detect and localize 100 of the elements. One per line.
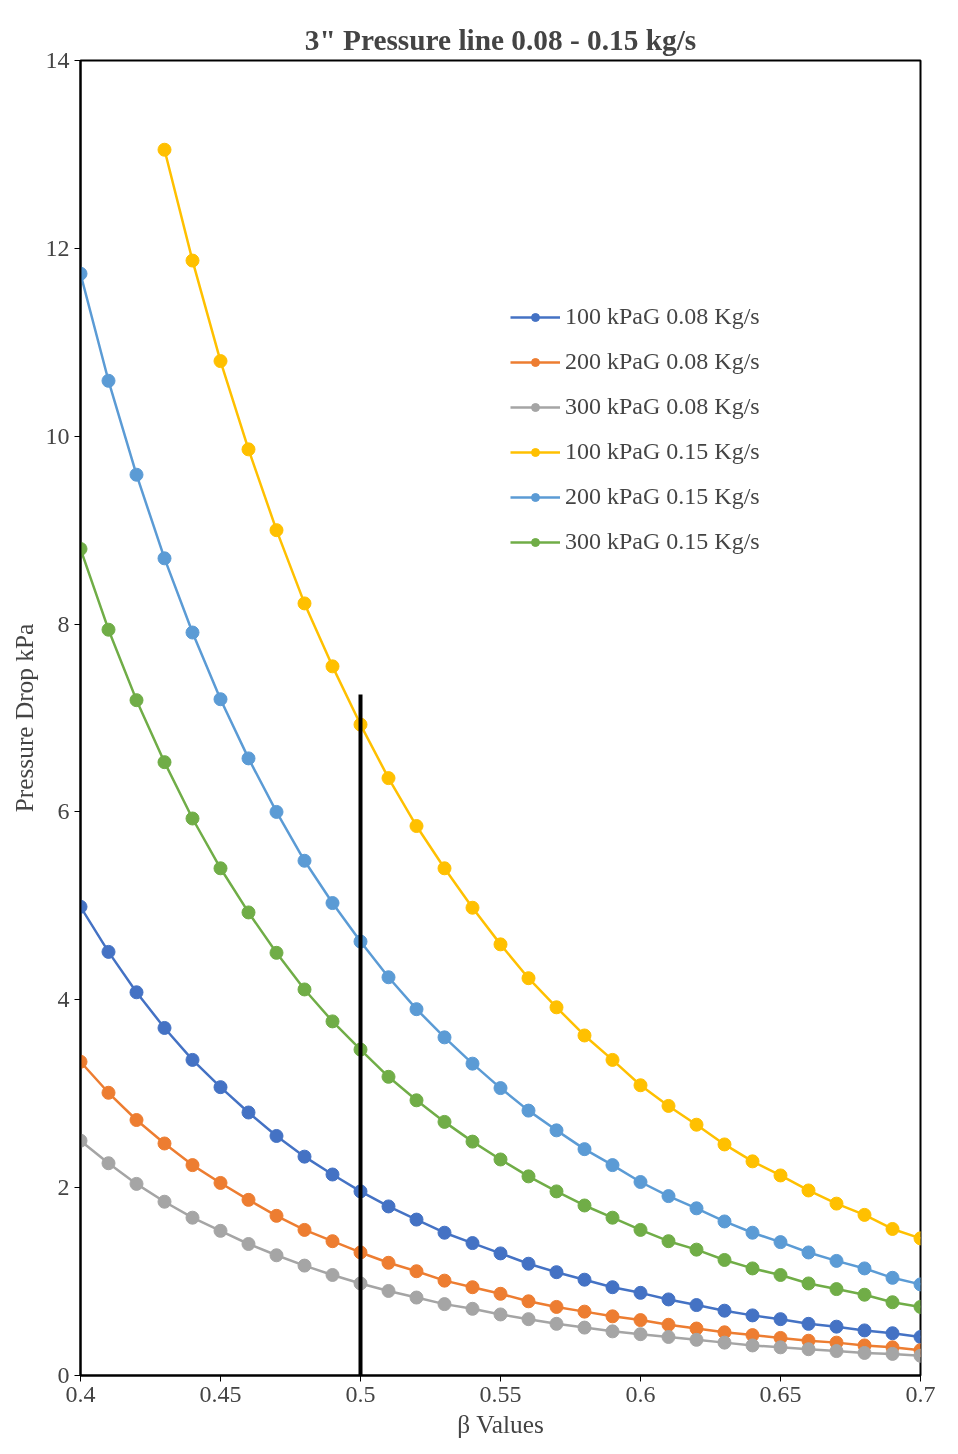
point xyxy=(129,693,144,708)
y-tick-label: 4 xyxy=(57,986,70,1013)
point xyxy=(437,1297,452,1312)
point xyxy=(213,861,228,876)
point xyxy=(689,1332,704,1347)
point xyxy=(773,1235,788,1250)
point xyxy=(465,1280,480,1295)
point xyxy=(269,945,284,960)
point xyxy=(297,1149,312,1164)
point xyxy=(689,1117,704,1132)
point xyxy=(185,1210,200,1225)
point xyxy=(437,1225,452,1240)
point xyxy=(297,1258,312,1273)
point xyxy=(857,1287,872,1302)
point xyxy=(661,1098,676,1113)
point xyxy=(465,1134,480,1149)
point xyxy=(801,1183,816,1198)
point xyxy=(185,1158,200,1173)
legend-label: 100 kPaG 0.08 Kg/s xyxy=(565,303,760,330)
point xyxy=(605,1052,620,1067)
point xyxy=(465,1236,480,1251)
point xyxy=(213,1223,228,1238)
point xyxy=(521,1294,536,1309)
point xyxy=(493,1152,508,1167)
point xyxy=(213,354,228,369)
legend-label: 300 kPaG 0.15 Kg/s xyxy=(565,528,760,555)
point xyxy=(297,596,312,611)
x-tick-label: 0.7 xyxy=(905,1380,936,1407)
point xyxy=(465,1056,480,1071)
point xyxy=(829,1344,844,1359)
point xyxy=(157,1136,172,1151)
point xyxy=(129,467,144,482)
point xyxy=(241,751,256,766)
y-tick-label: 6 xyxy=(57,798,70,825)
point xyxy=(633,1327,648,1342)
point xyxy=(325,896,340,911)
point xyxy=(661,1189,676,1204)
point xyxy=(325,1014,340,1029)
point xyxy=(745,1154,760,1169)
point xyxy=(633,1078,648,1093)
point xyxy=(717,1137,732,1152)
point xyxy=(101,373,116,388)
point xyxy=(241,442,256,457)
point xyxy=(605,1280,620,1295)
point xyxy=(885,1270,900,1285)
point xyxy=(885,1326,900,1341)
point xyxy=(745,1338,760,1353)
point xyxy=(129,1113,144,1127)
point xyxy=(157,1194,172,1209)
point xyxy=(465,900,480,915)
point xyxy=(325,659,340,674)
point xyxy=(689,1298,704,1313)
point xyxy=(185,811,200,826)
point xyxy=(549,1316,564,1331)
y-tick-label: 0 xyxy=(57,1362,70,1388)
point xyxy=(437,1030,452,1045)
point xyxy=(409,1002,424,1017)
point xyxy=(801,1342,816,1357)
point xyxy=(829,1319,844,1334)
point xyxy=(269,1129,284,1143)
point xyxy=(605,1324,620,1339)
legend-label: 100 kPaG 0.15 Kg/s xyxy=(565,438,760,465)
point xyxy=(129,985,144,1000)
chart-title: 3" Pressure line 0.08 - 0.15 kg/s xyxy=(304,23,697,56)
point xyxy=(773,1312,788,1327)
point xyxy=(689,1242,704,1257)
point xyxy=(493,937,508,952)
point xyxy=(269,1248,284,1263)
point xyxy=(745,1225,760,1240)
point xyxy=(213,1175,228,1190)
point xyxy=(241,1237,256,1251)
point xyxy=(325,1268,340,1282)
point xyxy=(745,1261,760,1276)
x-tick-label: 0.65 xyxy=(759,1380,802,1407)
point xyxy=(521,1256,536,1271)
point xyxy=(521,1103,536,1118)
point xyxy=(661,1330,676,1344)
point xyxy=(689,1321,704,1336)
point xyxy=(745,1308,760,1323)
point xyxy=(633,1222,648,1237)
point xyxy=(801,1245,816,1260)
point xyxy=(717,1214,732,1229)
point xyxy=(493,1246,508,1261)
point xyxy=(129,1176,144,1191)
point xyxy=(661,1234,676,1249)
point xyxy=(325,1234,340,1249)
point xyxy=(269,1208,284,1223)
y-tick-label: 12 xyxy=(45,234,70,261)
point xyxy=(857,1207,872,1222)
point xyxy=(409,1264,424,1279)
point xyxy=(829,1253,844,1268)
point xyxy=(381,1199,396,1214)
point xyxy=(577,1198,592,1213)
point xyxy=(633,1285,648,1300)
point xyxy=(437,861,452,876)
point xyxy=(773,1340,788,1355)
point xyxy=(213,1080,228,1095)
point xyxy=(577,1028,592,1043)
point xyxy=(521,971,536,986)
y-tick-label: 10 xyxy=(45,422,70,449)
